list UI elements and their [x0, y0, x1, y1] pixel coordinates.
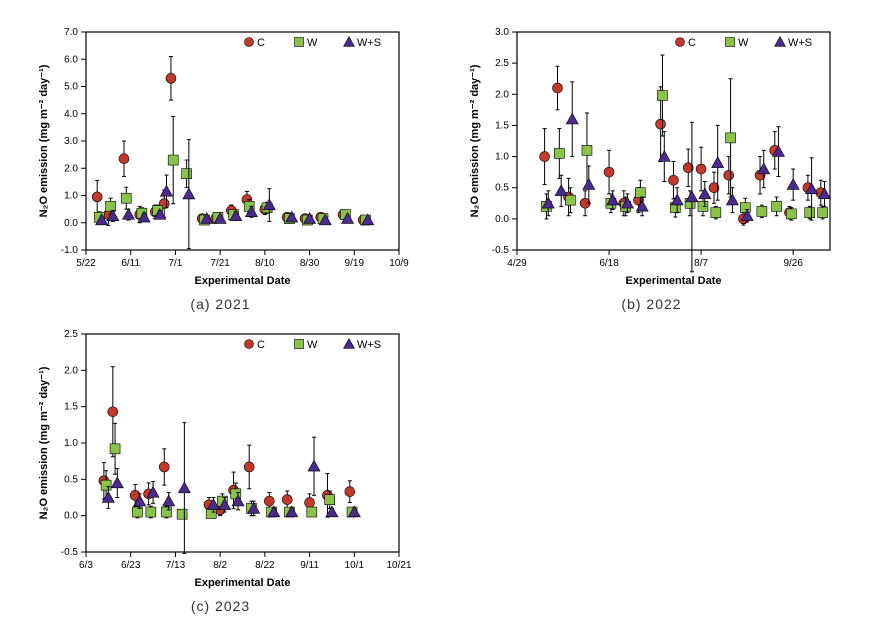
svg-text:10/1: 10/1	[344, 560, 364, 571]
svg-text:6/11: 6/11	[121, 258, 140, 269]
svg-text:3.0: 3.0	[495, 27, 509, 38]
svg-text:2.0: 2.0	[64, 163, 78, 174]
svg-text:6/18: 6/18	[599, 258, 619, 269]
svg-text:2.0: 2.0	[64, 365, 78, 376]
svg-text:0.5: 0.5	[495, 183, 509, 194]
svg-text:-1.0: -1.0	[60, 245, 78, 256]
svg-text:7/1: 7/1	[168, 258, 182, 269]
svg-text:9/26: 9/26	[783, 258, 803, 269]
svg-text:Experimental Date: Experimental Date	[194, 577, 290, 589]
svg-text:W: W	[307, 37, 318, 49]
svg-text:7.0: 7.0	[64, 27, 78, 38]
svg-text:0.0: 0.0	[64, 218, 78, 229]
svg-text:2.5: 2.5	[64, 329, 78, 340]
svg-text:C: C	[257, 37, 265, 49]
svg-text:4/29: 4/29	[507, 258, 527, 269]
svg-text:1.0: 1.0	[64, 191, 78, 202]
svg-text:C: C	[257, 339, 265, 351]
svg-text:8/2: 8/2	[213, 560, 227, 571]
svg-text:1.5: 1.5	[495, 120, 509, 131]
caption-c: (c) 2023	[191, 598, 250, 614]
svg-text:N₂O emission (mg m⁻² day⁻¹): N₂O emission (mg m⁻² day⁻¹)	[469, 64, 481, 217]
svg-text:N₂O emission (mg m⁻² day⁻¹): N₂O emission (mg m⁻² day⁻¹)	[38, 64, 50, 217]
svg-text:10/9: 10/9	[389, 258, 409, 269]
panel-a: -1.0 0.0 1.0 2.0 3.0 4.0 5.0 6.0 7.0 5/22 6/11 7/1 7…	[20, 20, 421, 312]
svg-text:C: C	[688, 37, 696, 49]
svg-text:Experimental Date: Experimental Date	[625, 275, 721, 287]
svg-text:8/22: 8/22	[255, 560, 275, 571]
svg-text:4.0: 4.0	[64, 109, 78, 120]
svg-text:5/22: 5/22	[76, 258, 96, 269]
svg-text:1.0: 1.0	[495, 152, 509, 163]
svg-text:10/21: 10/21	[386, 560, 411, 571]
svg-text:W+S: W+S	[788, 37, 812, 49]
svg-text:W: W	[738, 37, 749, 49]
svg-text:8/10: 8/10	[255, 258, 275, 269]
svg-text:2.0: 2.0	[495, 89, 509, 100]
svg-text:W+S: W+S	[357, 339, 381, 351]
svg-text:9/11: 9/11	[300, 560, 319, 571]
svg-text:6.0: 6.0	[64, 54, 78, 65]
caption-a: (a) 2021	[190, 296, 250, 312]
svg-text:0.0: 0.0	[495, 214, 509, 225]
svg-text:6/23: 6/23	[120, 560, 140, 571]
chart-b: -0.5 0.0 0.5 1.0 1.5 2.0 2.5 3.0 4/29 6/18 8/7 9/26…	[462, 20, 842, 290]
caption-b: (b) 2022	[621, 296, 681, 312]
svg-text:7/21: 7/21	[210, 258, 230, 269]
svg-text:8/30: 8/30	[299, 258, 319, 269]
svg-text:0.5: 0.5	[64, 474, 78, 485]
svg-text:W+S: W+S	[357, 37, 381, 49]
svg-text:-0.5: -0.5	[60, 547, 78, 558]
svg-text:6/3: 6/3	[79, 560, 93, 571]
svg-text:0.0: 0.0	[64, 511, 78, 522]
chart-a: -1.0 0.0 1.0 2.0 3.0 4.0 5.0 6.0 7.0 5/22 6/11 7/1 7…	[31, 20, 411, 290]
panel-c: -0.5 0.0 0.5 1.0 1.5 2.0 2.5 6/3 6/23 7/13 8/2 8/22…	[20, 322, 421, 614]
svg-text:Experimental Date: Experimental Date	[194, 275, 290, 287]
figure-grid: -1.0 0.0 1.0 2.0 3.0 4.0 5.0 6.0 7.0 5/22 6/11 7/1 7…	[20, 20, 852, 614]
svg-text:3.0: 3.0	[64, 136, 78, 147]
svg-text:1.0: 1.0	[64, 438, 78, 449]
svg-text:-0.5: -0.5	[491, 245, 509, 256]
svg-text:9/19: 9/19	[344, 258, 364, 269]
svg-text:N₂O emission (mg m⁻² day⁻¹): N₂O emission (mg m⁻² day⁻¹)	[38, 366, 50, 519]
svg-text:W: W	[307, 339, 318, 351]
svg-text:2.5: 2.5	[495, 58, 509, 69]
svg-text:8/7: 8/7	[694, 258, 708, 269]
svg-text:5.0: 5.0	[64, 82, 78, 93]
svg-text:7/13: 7/13	[165, 560, 185, 571]
panel-b: -0.5 0.0 0.5 1.0 1.5 2.0 2.5 3.0 4/29 6/18 8/7 9/26…	[451, 20, 852, 312]
chart-c: -0.5 0.0 0.5 1.0 1.5 2.0 2.5 6/3 6/23 7/13 8/2 8/22…	[31, 322, 411, 592]
svg-text:1.5: 1.5	[64, 402, 78, 413]
